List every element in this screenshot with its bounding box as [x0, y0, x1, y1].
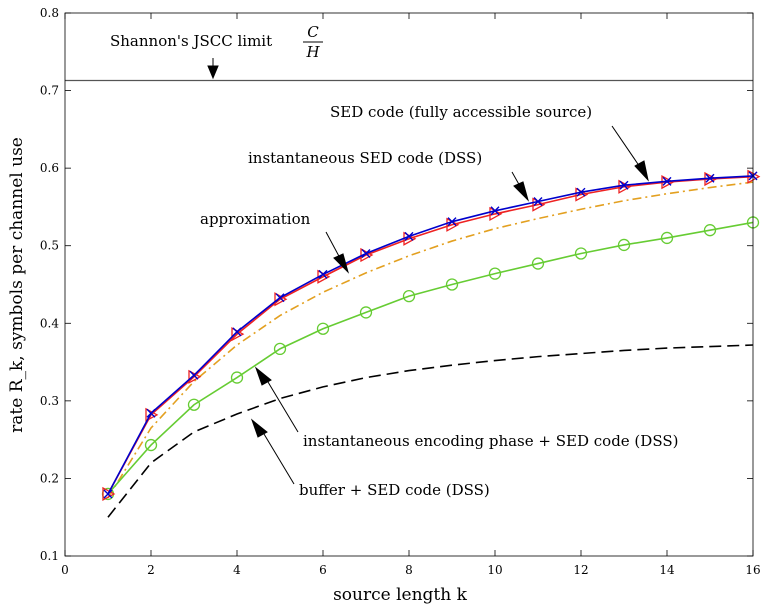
series-marker-circle	[187, 398, 201, 411]
y-tick-label: 0.8	[40, 6, 59, 20]
shannon-fraction-num: C	[307, 23, 319, 41]
series-marker-x	[705, 173, 715, 183]
series-marker-circle	[531, 257, 545, 270]
series-marker-circle	[273, 342, 287, 356]
series-line-0	[107, 175, 754, 495]
y-tick-label: 0.6	[40, 161, 59, 175]
series-marker-x	[275, 293, 285, 303]
y-tick-label: 0.4	[40, 316, 59, 330]
series-marker-circle	[316, 322, 330, 335]
y-tick-label: 0.5	[40, 239, 59, 253]
y-axis-label: rate R_k, symbols per channel use	[7, 137, 27, 433]
y-tick-label: 0.3	[40, 394, 59, 408]
arrow-inst-encoding-phase	[254, 366, 299, 433]
series-marker-x	[447, 217, 457, 227]
x-axis-label-text: source length k	[333, 585, 468, 605]
annotation-sed-fully-accessible: SED code (fully accessible source)	[330, 103, 592, 121]
x-tick-label: 14	[659, 563, 675, 577]
shannon-fraction-den: H	[305, 43, 320, 61]
series-marker-circle	[230, 371, 244, 384]
x-tick-label: 8	[405, 563, 413, 577]
series-marker-x	[490, 206, 500, 216]
series-marker-x	[619, 180, 629, 190]
series-marker-circle	[617, 238, 631, 252]
y-tick-label: 0.2	[40, 471, 59, 485]
series-marker-x	[232, 327, 242, 337]
series-marker-x	[103, 489, 113, 499]
series-line-4	[107, 344, 754, 518]
x-tick-label: 0	[61, 563, 69, 577]
series-marker-circle	[660, 231, 674, 245]
series-marker-x	[576, 187, 586, 197]
annotation-buffer: buffer + SED code (DSS)	[299, 481, 490, 499]
y-axis-label-text: rate R_k, symbols per channel use	[7, 137, 27, 433]
y-tick-label: 0.7	[40, 84, 59, 98]
series-line-1	[107, 175, 754, 495]
x-tick-label: 12	[573, 563, 588, 577]
y-tick-label: 0.1	[40, 549, 59, 563]
series-marker-circle	[402, 289, 416, 303]
series-marker-circle	[445, 278, 459, 291]
x-tick-label: 4	[233, 563, 241, 577]
annotation-instantaneous-sed: instantaneous SED code (DSS)	[248, 149, 482, 167]
arrow-shannon	[207, 58, 219, 80]
series-marker-triangle	[102, 486, 116, 502]
series-marker-x	[361, 248, 371, 258]
series-marker-circle	[574, 247, 588, 260]
x-axis-label: source length k	[333, 585, 468, 605]
series-marker-x	[404, 231, 414, 241]
arrow-approximation	[325, 231, 349, 274]
series-line-2	[107, 181, 754, 499]
series-layer	[65, 79, 761, 518]
series-marker-x	[318, 269, 328, 279]
annotation-approximation: approximation	[200, 210, 311, 228]
series-marker-circle	[703, 224, 717, 237]
series-marker-circle	[359, 306, 373, 319]
arrow-sed-fully-accessible	[611, 125, 649, 182]
annotation-arrows	[207, 58, 649, 485]
x-tick-label: 10	[487, 563, 502, 577]
series-marker-circle	[144, 438, 158, 452]
arrow-instantaneous-sed	[511, 171, 529, 202]
x-tick-label: 16	[745, 563, 760, 577]
shannon-limit-text: Shannon's JSCC limit	[110, 32, 272, 50]
ticks-layer: 0 2 4 6 8 10 12 14 16 0.1 0.2 0.3 0.4 0.5 0.6 0.7 0.8	[40, 6, 761, 577]
series-marker-x	[662, 176, 672, 186]
x-tick-label: 2	[147, 563, 155, 577]
series-marker-x	[533, 197, 543, 206]
series-marker-circle	[488, 267, 502, 280]
x-tick-label: 6	[319, 563, 327, 577]
series-line-3	[107, 221, 754, 495]
shannon-limit-label: Shannon's JSCC limit C H	[110, 23, 323, 61]
annotation-inst-encoding-phase: instantaneous encoding phase + SED code …	[303, 432, 678, 450]
arrow-buffer	[250, 418, 295, 485]
series-marker-x	[189, 370, 199, 380]
plot-frame	[64, 12, 754, 557]
series-marker-x	[146, 408, 156, 418]
